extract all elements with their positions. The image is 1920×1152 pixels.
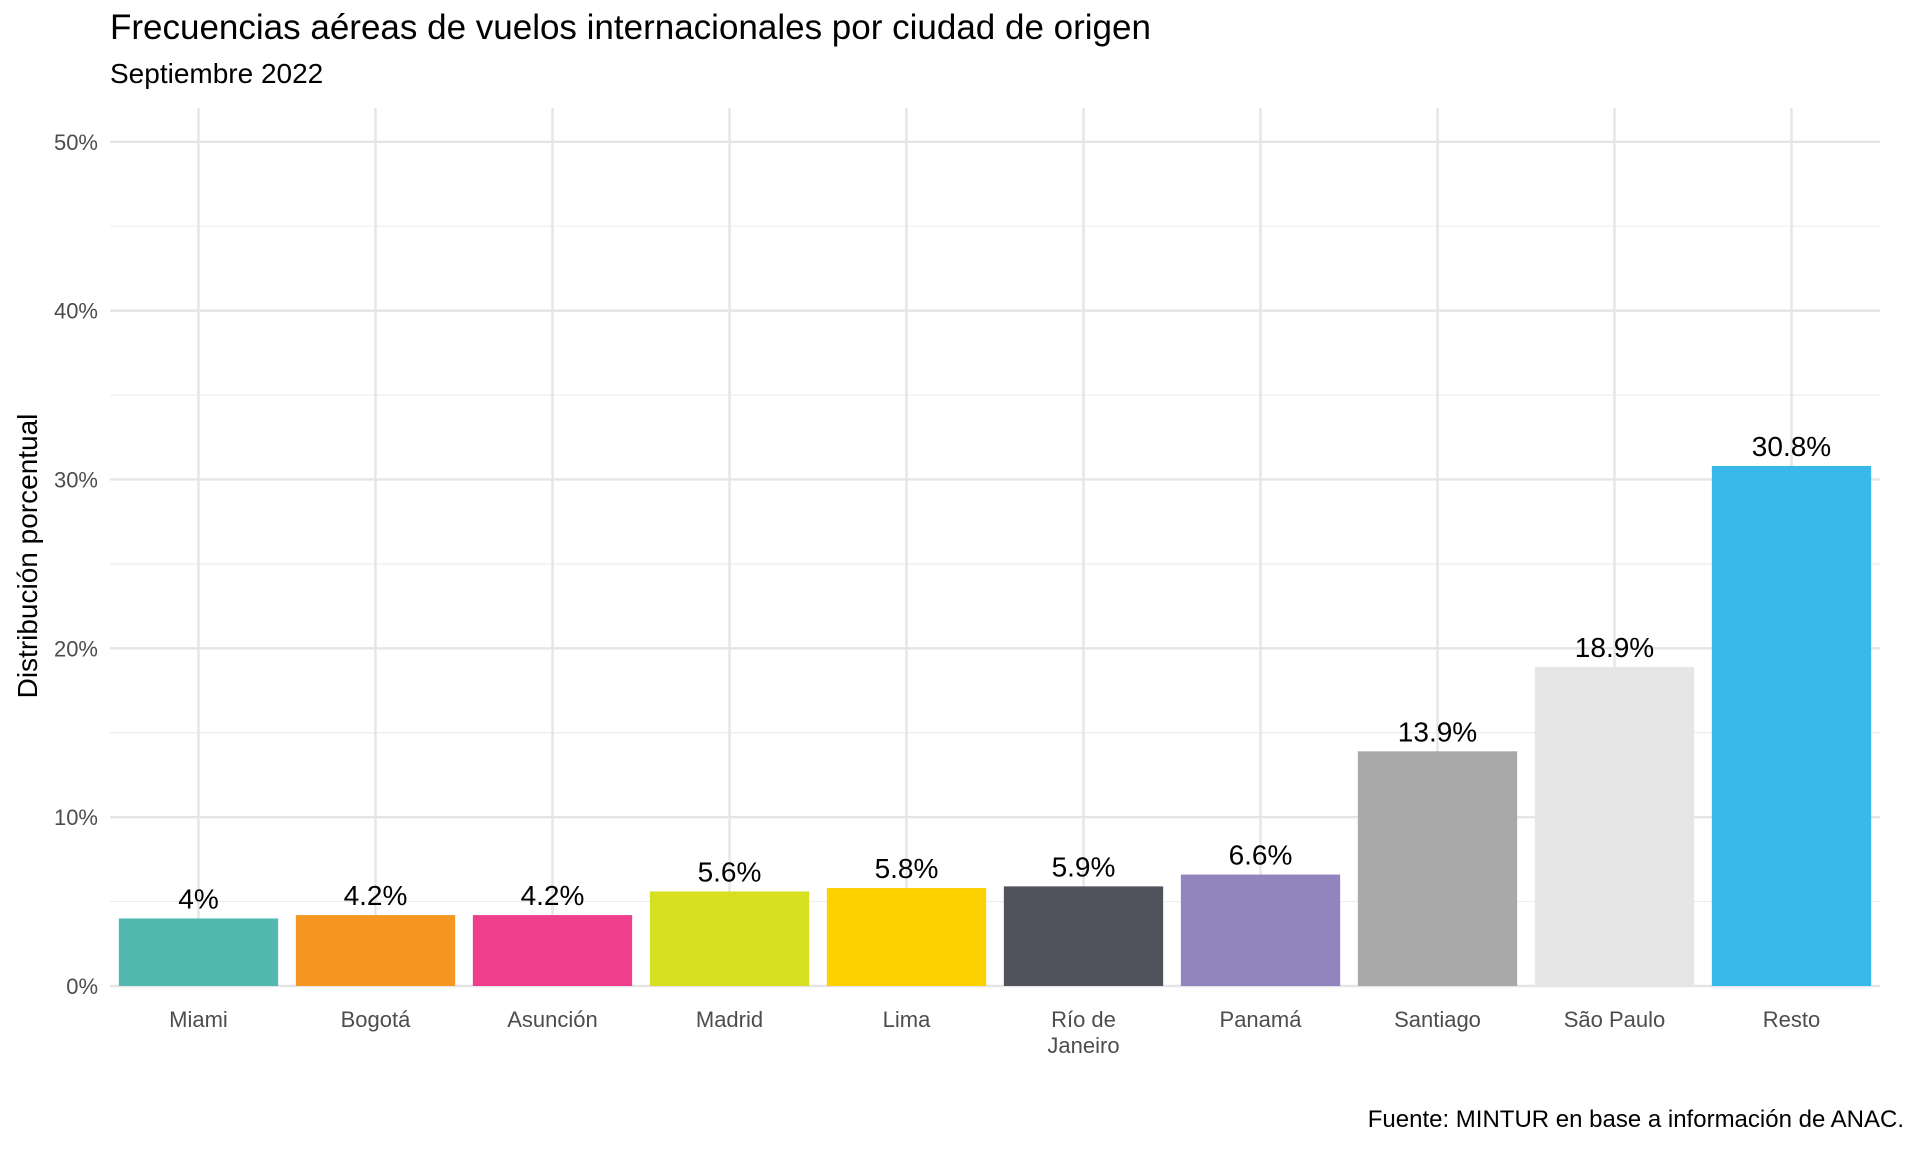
x-tick-label: Madrid — [696, 1007, 763, 1032]
x-tick-label: Panamá — [1220, 1007, 1303, 1032]
bar — [295, 915, 456, 986]
bar — [118, 918, 279, 986]
y-tick-label: 30% — [54, 467, 98, 492]
y-tick-label: 20% — [54, 636, 98, 661]
x-tick-label: São Paulo — [1564, 1007, 1666, 1032]
x-tick-label: Bogotá — [341, 1007, 411, 1032]
data-label: 5.8% — [875, 853, 939, 884]
x-tick-label: Miami — [169, 1007, 228, 1032]
bar — [1180, 874, 1341, 986]
x-tick-label: Río de Janeiro — [1047, 1007, 1119, 1058]
chart-caption: Fuente: MINTUR en base a información de … — [1367, 1106, 1904, 1133]
bar — [1003, 886, 1164, 986]
data-label: 13.9% — [1398, 716, 1477, 747]
bar — [649, 891, 810, 986]
data-label: 30.8% — [1752, 431, 1831, 462]
bar — [1534, 666, 1695, 986]
chart-subtitle: Septiembre 2022 — [110, 58, 324, 89]
bar — [826, 888, 987, 986]
x-tick-label: Resto — [1763, 1007, 1820, 1032]
data-label: 5.9% — [1052, 851, 1116, 882]
bar — [472, 915, 633, 986]
y-tick-label: 40% — [54, 299, 98, 324]
data-label: 18.9% — [1575, 632, 1654, 663]
data-label: 4.2% — [344, 880, 408, 911]
bar — [1711, 465, 1872, 986]
data-label: 4% — [178, 883, 218, 914]
x-tick-label: Asunción — [507, 1007, 598, 1032]
y-tick-label: 50% — [54, 130, 98, 155]
x-tick-label: Santiago — [1394, 1007, 1481, 1032]
data-label: 6.6% — [1229, 840, 1293, 871]
data-label: 5.6% — [698, 856, 762, 887]
chart-title: Frecuencias aéreas de vuelos internacion… — [110, 8, 1151, 47]
y-tick-label: 0% — [66, 974, 98, 999]
x-tick-label: Lima — [883, 1007, 931, 1032]
data-label: 4.2% — [521, 880, 585, 911]
bar — [1357, 751, 1518, 986]
y-tick-label: 10% — [54, 805, 98, 830]
